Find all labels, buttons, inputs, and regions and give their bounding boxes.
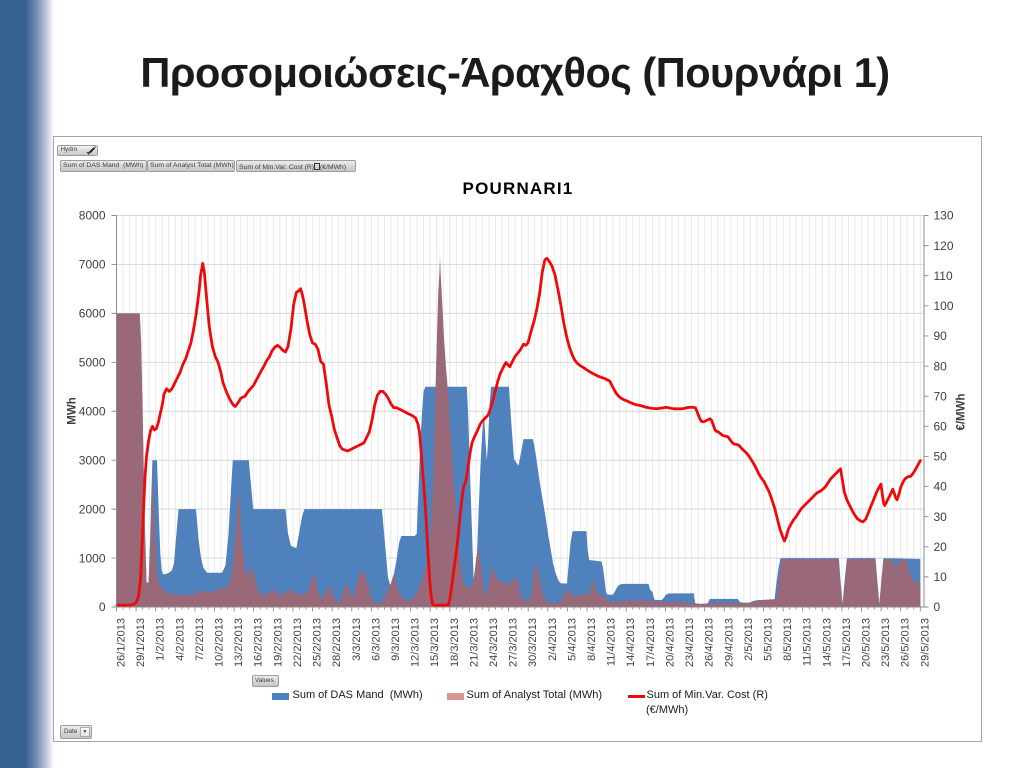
svg-text:6/3/2013: 6/3/2013 xyxy=(370,618,382,661)
svg-text:8/4/2013: 8/4/2013 xyxy=(586,618,598,661)
svg-text:22/2/2013: 22/2/2013 xyxy=(292,618,304,667)
svg-text:23/4/2013: 23/4/2013 xyxy=(684,618,696,667)
svg-text:2000: 2000 xyxy=(79,502,106,516)
svg-text:7000: 7000 xyxy=(79,258,106,272)
svg-text:80: 80 xyxy=(934,359,948,373)
svg-text:130: 130 xyxy=(934,209,954,223)
svg-text:16/2/2013: 16/2/2013 xyxy=(253,618,265,667)
svg-text:14/4/2013: 14/4/2013 xyxy=(625,618,637,667)
svg-text:29/5/2013: 29/5/2013 xyxy=(919,618,931,667)
svg-text:3000: 3000 xyxy=(79,453,106,467)
svg-text:40: 40 xyxy=(934,480,948,494)
svg-text:13/2/2013: 13/2/2013 xyxy=(233,618,245,667)
svg-text:0: 0 xyxy=(934,600,941,614)
svg-text:23/5/2013: 23/5/2013 xyxy=(880,618,892,667)
svg-text:12/3/2013: 12/3/2013 xyxy=(410,618,422,667)
svg-text:27/3/2013: 27/3/2013 xyxy=(508,618,520,667)
svg-text:120: 120 xyxy=(934,239,954,253)
svg-text:28/2/2013: 28/2/2013 xyxy=(331,618,343,667)
svg-text:25/2/2013: 25/2/2013 xyxy=(312,618,324,667)
svg-text:110: 110 xyxy=(934,269,953,283)
svg-text:24/3/2013: 24/3/2013 xyxy=(488,618,500,667)
svg-text:18/3/2013: 18/3/2013 xyxy=(449,618,461,667)
svg-text:11/5/2013: 11/5/2013 xyxy=(802,618,814,666)
svg-text:17/5/2013: 17/5/2013 xyxy=(841,618,853,667)
svg-text:70: 70 xyxy=(934,389,948,403)
svg-text:0: 0 xyxy=(99,600,106,614)
svg-text:30: 30 xyxy=(934,510,948,524)
svg-text:8000: 8000 xyxy=(79,209,106,223)
svg-text:11/4/2013: 11/4/2013 xyxy=(606,618,618,666)
svg-text:50: 50 xyxy=(934,450,948,464)
svg-text:26/1/2013: 26/1/2013 xyxy=(116,618,128,667)
svg-text:29/1/2013: 29/1/2013 xyxy=(135,618,147,667)
svg-text:5/4/2013: 5/4/2013 xyxy=(566,618,578,661)
svg-text:7/2/2013: 7/2/2013 xyxy=(194,618,206,661)
svg-text:8/5/2013: 8/5/2013 xyxy=(782,618,794,661)
svg-text:4000: 4000 xyxy=(79,404,106,418)
svg-text:2/4/2013: 2/4/2013 xyxy=(547,618,559,661)
svg-text:2/5/2013: 2/5/2013 xyxy=(743,618,755,661)
svg-text:5000: 5000 xyxy=(79,356,106,370)
svg-text:20/5/2013: 20/5/2013 xyxy=(861,618,873,667)
svg-text:€/MWh: €/MWh xyxy=(956,393,968,430)
svg-text:17/4/2013: 17/4/2013 xyxy=(645,618,657,667)
svg-text:MWh: MWh xyxy=(67,397,79,424)
svg-text:1/2/2013: 1/2/2013 xyxy=(155,618,167,661)
svg-text:10: 10 xyxy=(934,570,948,584)
svg-text:29/4/2013: 29/4/2013 xyxy=(723,618,735,667)
svg-text:10/2/2013: 10/2/2013 xyxy=(214,618,226,667)
svg-text:26/4/2013: 26/4/2013 xyxy=(704,618,716,667)
svg-text:19/2/2013: 19/2/2013 xyxy=(272,618,284,667)
svg-text:21/3/2013: 21/3/2013 xyxy=(468,618,480,667)
svg-text:26/5/2013: 26/5/2013 xyxy=(900,618,912,667)
svg-text:6000: 6000 xyxy=(79,307,106,321)
svg-text:60: 60 xyxy=(934,420,948,434)
svg-text:100: 100 xyxy=(934,299,954,313)
svg-text:5/5/2013: 5/5/2013 xyxy=(763,618,775,661)
svg-text:20/4/2013: 20/4/2013 xyxy=(664,618,676,667)
svg-text:3/3/2013: 3/3/2013 xyxy=(351,618,363,661)
svg-text:4/2/2013: 4/2/2013 xyxy=(174,618,186,661)
svg-text:30/3/2013: 30/3/2013 xyxy=(527,618,539,667)
svg-text:9/3/2013: 9/3/2013 xyxy=(390,618,402,661)
svg-text:14/5/2013: 14/5/2013 xyxy=(821,618,833,667)
svg-text:1000: 1000 xyxy=(79,551,106,565)
svg-text:15/3/2013: 15/3/2013 xyxy=(429,618,441,667)
svg-text:90: 90 xyxy=(934,329,948,343)
svg-text:20: 20 xyxy=(934,540,948,554)
